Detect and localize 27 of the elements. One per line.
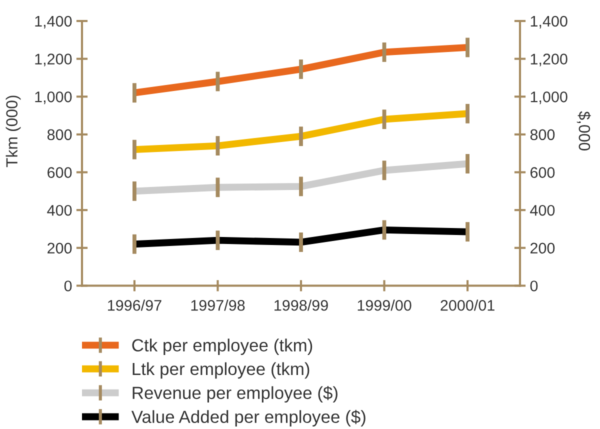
y-tick-label: 1,400 <box>35 16 72 28</box>
y2-tick-label: 1,400 <box>530 16 568 28</box>
y-tick-label: 600 <box>48 167 72 178</box>
y2-tick-label: 1,000 <box>530 91 568 104</box>
y-tick-label: 200 <box>48 242 72 254</box>
x-tick-label: 1997/98 <box>191 300 245 311</box>
legend-label: Revenue per employee ($) <box>132 386 338 403</box>
x-tick-label: 1996/97 <box>108 300 162 311</box>
y2-tick-label: 0 <box>530 280 538 292</box>
y2-tick-label: 800 <box>530 129 555 140</box>
y2-tick-label: 1,200 <box>530 54 568 66</box>
x-tick-label: 2000/01 <box>440 300 494 311</box>
y-tick-label: 1,200 <box>35 54 72 66</box>
y2-axis-title: $,000 <box>576 111 591 150</box>
legend-label: Ltk per employee (tkm) <box>132 362 310 379</box>
legend-label: Value Added per employee ($) <box>131 410 366 426</box>
x-tick-label: 1998/99 <box>274 300 328 311</box>
y-tick-label: 1,000 <box>35 91 72 104</box>
y-tick-label: 800 <box>47 129 72 140</box>
x-tick-label: 1999/00 <box>358 300 412 311</box>
y2-tick-label: 200 <box>530 242 555 254</box>
y-tick-label: 0 <box>64 280 72 292</box>
y2-tick-label: 600 <box>530 167 555 178</box>
y2-tick-label: 400 <box>530 204 555 216</box>
y-tick-label: 400 <box>47 204 72 216</box>
legend-label: Ctk per employee (tkm) <box>132 338 312 355</box>
y-axis-title: Tkm (000) <box>6 96 21 168</box>
